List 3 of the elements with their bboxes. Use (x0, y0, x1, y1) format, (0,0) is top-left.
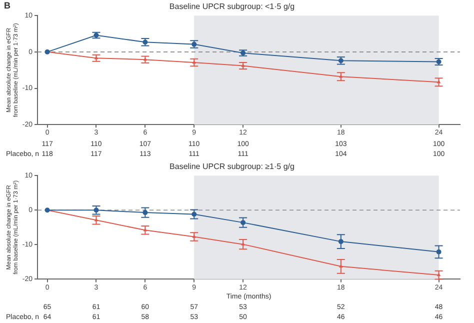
chart-title: Baseline UPCR subgroup: ≥1·5 g/g (170, 162, 294, 172)
chart-title: Baseline UPCR subgroup: <1·5 g/g (169, 2, 295, 12)
text: B (4, 0, 11, 10)
